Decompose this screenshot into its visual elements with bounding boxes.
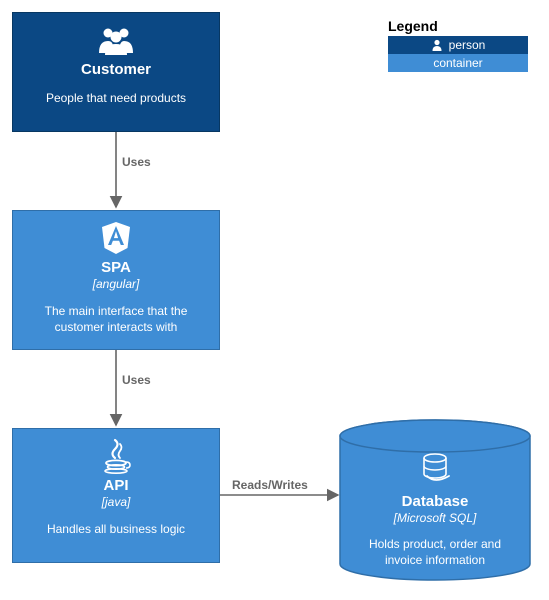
svg-text:[Microsoft SQL]: [Microsoft SQL] xyxy=(393,511,477,525)
legend-swatch: person xyxy=(388,36,528,54)
node-tech: [java] xyxy=(102,495,131,509)
node-spa: SPA [angular] The main interface that th… xyxy=(12,210,220,350)
legend-swatch: container xyxy=(388,54,528,72)
node-desc: People that need products xyxy=(46,90,186,106)
legend-row: container xyxy=(388,54,528,72)
node-api: API [java] Handles all business logic xyxy=(12,428,220,563)
legend-rows: person container xyxy=(388,36,528,72)
node-title: Customer xyxy=(81,61,151,78)
legend-title: Legend xyxy=(388,18,528,34)
people-icon xyxy=(95,23,137,57)
edge-label: Uses xyxy=(122,155,151,169)
svg-text:Database: Database xyxy=(402,493,469,510)
legend-label: container xyxy=(433,56,482,70)
database-node: Database[Microsoft SQL] Holds product, or… xyxy=(340,420,530,580)
java-icon xyxy=(101,439,131,473)
svg-text:invoice information: invoice information xyxy=(385,553,485,567)
legend: Legend person container xyxy=(388,18,528,72)
angular-icon xyxy=(100,221,132,255)
mssql-icon xyxy=(424,454,449,480)
node-tech: [angular] xyxy=(93,277,140,291)
legend-label: person xyxy=(449,38,486,52)
node-desc: Handles all business logic xyxy=(47,521,185,537)
svg-text:Holds product, order and: Holds product, order and xyxy=(369,537,501,551)
node-title: SPA xyxy=(101,259,131,276)
node-title: API xyxy=(103,477,128,494)
person-icon xyxy=(431,39,443,51)
node-desc: The main interface that the customer int… xyxy=(21,303,211,335)
legend-row: person xyxy=(388,36,528,54)
edge-label: Reads/Writes xyxy=(232,478,308,492)
node-customer: Customer People that need products xyxy=(12,12,220,132)
edge-label: Uses xyxy=(122,373,151,387)
